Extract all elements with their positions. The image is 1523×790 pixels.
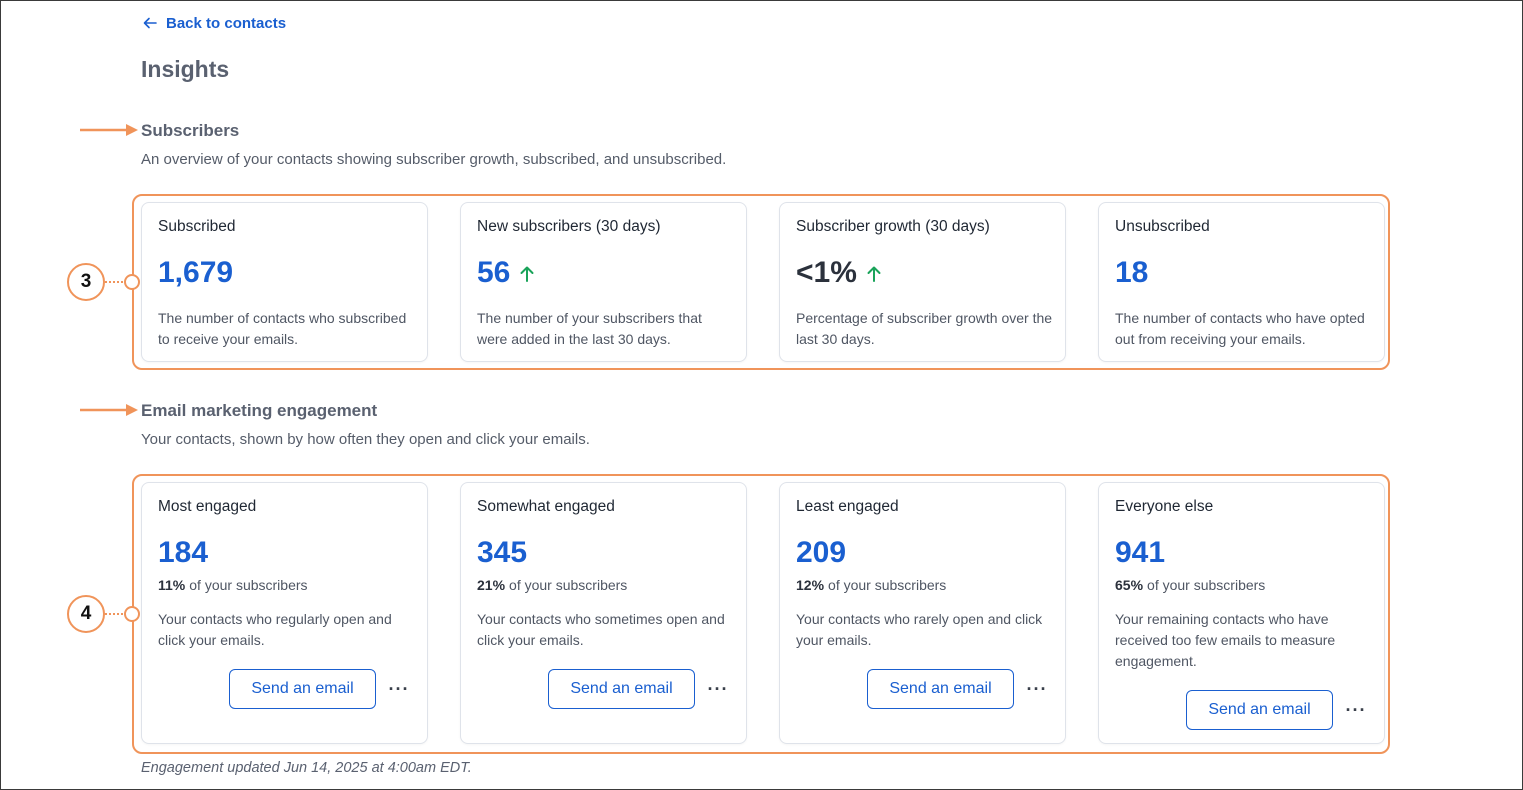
subscribers-section-description: An overview of your contacts showing sub… bbox=[141, 151, 727, 168]
percent-suffix: of your subscribers bbox=[1147, 577, 1266, 593]
page-title: Insights bbox=[141, 56, 230, 82]
callout-marker-3: 3 bbox=[67, 263, 105, 301]
most-engaged-count: 184 bbox=[158, 536, 209, 569]
subscribed-card: Subscribed 1,679 The number of contacts … bbox=[141, 202, 428, 362]
card-value: <1% bbox=[796, 253, 883, 293]
card-description: The number of contacts who subscribed to… bbox=[158, 310, 407, 347]
card-description: Percentage of subscriber growth over the… bbox=[796, 310, 1053, 347]
least-engaged-card: Least engaged 209 12% of your subscribers… bbox=[779, 482, 1066, 744]
card-title: Subscribed bbox=[158, 218, 236, 235]
back-to-contacts-link[interactable]: Back to contacts bbox=[142, 12, 286, 34]
send-an-email-button[interactable]: Send an email bbox=[548, 669, 695, 709]
card-value: 184 bbox=[158, 533, 208, 573]
card-title: Subscriber growth (30 days) bbox=[796, 218, 990, 235]
everyone-else-card: Everyone else 941 65% of your subscribers… bbox=[1098, 482, 1385, 744]
somewhat-engaged-card: Somewhat engaged 345 21% of your subscrib… bbox=[460, 482, 747, 744]
card-value: 345 bbox=[477, 533, 527, 573]
send-an-email-button[interactable]: Send an email bbox=[1186, 690, 1333, 730]
engagement-section-title: Email marketing engagement bbox=[141, 401, 378, 420]
percent-of-subscribers: 12% of your subscribers bbox=[796, 577, 946, 593]
arrow-left-icon bbox=[143, 17, 157, 29]
card-value: 56 bbox=[477, 253, 536, 293]
somewhat-engaged-count: 345 bbox=[477, 536, 528, 569]
card-description: Your remaining contacts who have receive… bbox=[1115, 611, 1336, 669]
least-engaged-count: 209 bbox=[796, 536, 847, 569]
send-an-email-button[interactable]: Send an email bbox=[867, 669, 1014, 709]
more-options-icon[interactable]: ··· bbox=[388, 678, 410, 699]
most-engaged-card: Most engaged 184 11% of your subscribers … bbox=[141, 482, 428, 744]
engagement-updated-note: Engagement updated Jun 14, 2025 at 4:00a… bbox=[141, 760, 472, 776]
card-description: The number of your subscribers that were… bbox=[477, 310, 702, 347]
percent-value: 65% bbox=[1115, 577, 1144, 593]
card-title: New subscribers (30 days) bbox=[477, 218, 661, 235]
more-options-icon[interactable]: ··· bbox=[1026, 678, 1048, 699]
card-value: 209 bbox=[796, 533, 846, 573]
percent-of-subscribers: 11% of your subscribers bbox=[158, 577, 308, 593]
more-options-icon[interactable]: ··· bbox=[707, 678, 729, 699]
callout-arrow-icon bbox=[80, 124, 138, 136]
callout-connector bbox=[105, 613, 127, 615]
percent-suffix: of your subscribers bbox=[189, 577, 308, 593]
percent-suffix: of your subscribers bbox=[509, 577, 628, 593]
callout-arrow-icon bbox=[80, 404, 138, 416]
callout-marker-4: 4 bbox=[67, 595, 105, 633]
callout-anchor-dot bbox=[124, 606, 140, 622]
subscriber-growth-percent: <1% bbox=[796, 256, 857, 289]
percent-of-subscribers: 21% of your subscribers bbox=[477, 577, 627, 593]
send-an-email-button[interactable]: Send an email bbox=[229, 669, 376, 709]
engagement-section-description: Your contacts, shown by how often they o… bbox=[141, 431, 590, 448]
card-value: 941 bbox=[1115, 533, 1165, 573]
card-description: Your contacts who regularly open and cli… bbox=[158, 611, 392, 648]
percent-suffix: of your subscribers bbox=[828, 577, 947, 593]
arrow-up-icon bbox=[867, 266, 881, 282]
card-description: The number of contacts who have opted ou… bbox=[1115, 310, 1365, 347]
card-title: Everyone else bbox=[1115, 498, 1214, 515]
callout-anchor-dot bbox=[124, 274, 140, 290]
percent-of-subscribers: 65% of your subscribers bbox=[1115, 577, 1265, 593]
subscribed-count: 1,679 bbox=[158, 256, 234, 289]
new-subscribers-card: New subscribers (30 days) 56 The number … bbox=[460, 202, 747, 362]
percent-value: 21% bbox=[477, 577, 506, 593]
arrow-up-icon bbox=[520, 266, 534, 282]
card-title: Unsubscribed bbox=[1115, 218, 1210, 235]
card-value: 18 bbox=[1115, 253, 1148, 293]
card-title: Somewhat engaged bbox=[477, 498, 615, 515]
percent-value: 11% bbox=[158, 577, 186, 593]
card-title: Least engaged bbox=[796, 498, 899, 515]
percent-value: 12% bbox=[796, 577, 825, 593]
unsubscribed-card: Unsubscribed 18 The number of contacts w… bbox=[1098, 202, 1385, 362]
card-description: Your contacts who rarely open and click … bbox=[796, 611, 1043, 648]
new-subscribers-count: 56 bbox=[477, 256, 511, 289]
subscribers-section-title: Subscribers bbox=[141, 121, 240, 140]
more-options-icon[interactable]: ··· bbox=[1345, 699, 1367, 720]
subscriber-growth-card: Subscriber growth (30 days) <1% Percenta… bbox=[779, 202, 1066, 362]
card-title: Most engaged bbox=[158, 498, 257, 515]
unsubscribed-count: 18 bbox=[1115, 256, 1149, 289]
card-value: 1,679 bbox=[158, 253, 233, 293]
back-to-contacts-label: Back to contacts bbox=[166, 14, 287, 32]
card-description: Your contacts who sometimes open and cli… bbox=[477, 611, 725, 648]
everyone-else-count: 941 bbox=[1115, 536, 1166, 569]
callout-connector bbox=[105, 281, 127, 283]
